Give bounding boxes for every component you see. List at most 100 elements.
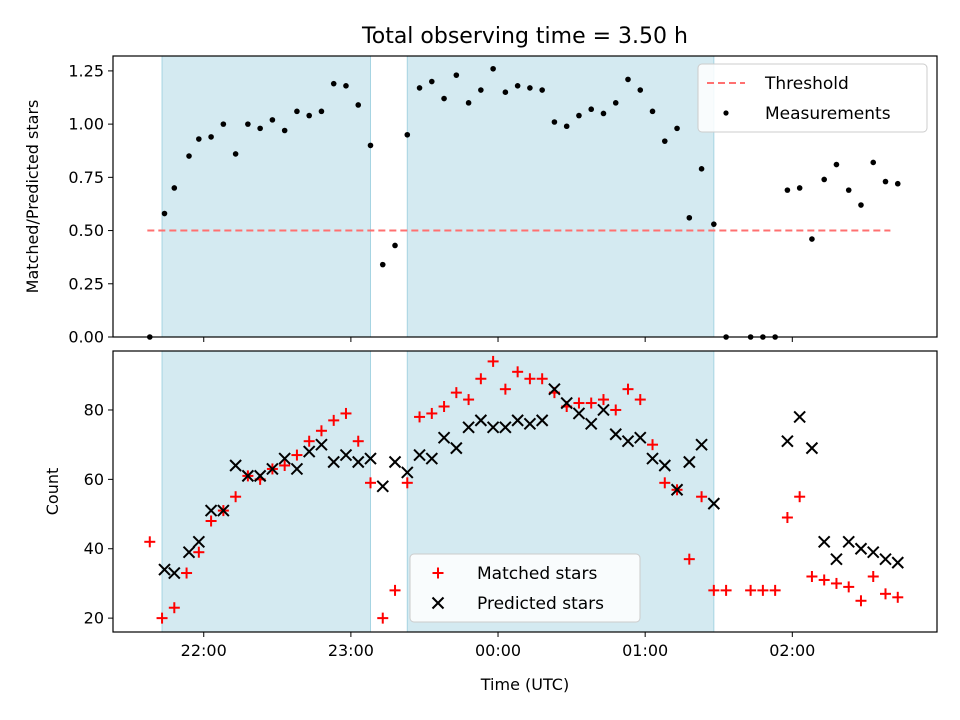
matched-point-21 xyxy=(401,477,413,489)
top-y-tick-label-5: 1.25 xyxy=(68,61,104,80)
top-y-tick-label-0: 0.00 xyxy=(68,328,104,347)
measurement-point-59 xyxy=(882,178,889,185)
predicted-point-16 xyxy=(352,455,365,469)
measurement-point-41 xyxy=(649,108,656,115)
predicted-point-35 xyxy=(585,417,598,431)
top-axes-frame xyxy=(112,55,938,338)
measurement-point-44 xyxy=(686,214,693,221)
matched-point-50 xyxy=(769,584,781,596)
measurement-point-55 xyxy=(833,161,840,168)
top-window-0 xyxy=(162,56,371,337)
matched-point-1 xyxy=(156,612,168,624)
predicted-point-3 xyxy=(192,535,206,549)
matched-point-38 xyxy=(610,404,622,416)
top-observing-windows xyxy=(161,56,715,337)
top-y-axis: 0.00 0.25 0.50 0.75 1.00 1.25 xyxy=(68,61,113,347)
predicted-legend-label: Predicted stars xyxy=(477,594,604,614)
measurement-point-35 xyxy=(576,112,582,119)
matched-point-17 xyxy=(352,435,364,447)
bottom-observing-windows xyxy=(161,351,715,632)
bottom-y-tick-label-0: 20 xyxy=(84,609,104,628)
measurement-point-31 xyxy=(527,85,533,91)
predicted-point-25 xyxy=(462,421,475,434)
top-y-axis-label: Matched/Predicted stars xyxy=(23,100,42,294)
matched-legend-label: Matched stars xyxy=(477,564,597,584)
matched-point-55 xyxy=(830,577,842,589)
matched-point-28 xyxy=(487,355,499,367)
matched-point-41 xyxy=(647,439,659,451)
matched-point-5 xyxy=(205,515,217,527)
measurement-point-36 xyxy=(588,106,595,113)
matched-point-57 xyxy=(855,595,867,607)
predicted-point-54 xyxy=(879,552,892,566)
measurement-point-24 xyxy=(441,95,447,102)
predicted-point-37 xyxy=(609,428,622,441)
measurement-point-58 xyxy=(870,159,877,166)
predicted-point-21 xyxy=(413,448,426,462)
measurement-point-15 xyxy=(330,80,337,87)
bottom-legend: Matched stars Predicted stars xyxy=(409,553,641,623)
bottom-x-tick-label-4: 02:00 xyxy=(769,641,815,660)
count-panel: 20 40 60 80 22:00 23:00 00:00 01:00 02:00 Time … xyxy=(43,350,938,694)
predicted-point-42 xyxy=(670,483,684,496)
measurement-point-56 xyxy=(845,187,852,193)
predicted-point-9 xyxy=(266,462,279,476)
measurement-point-27 xyxy=(478,87,484,93)
measurement-point-26 xyxy=(465,100,472,106)
measurement-point-54 xyxy=(821,176,827,183)
matched-point-16 xyxy=(340,407,352,419)
measurement-point-28 xyxy=(490,65,496,72)
measurement-point-1 xyxy=(161,210,168,217)
bottom-window-0 xyxy=(162,351,371,632)
predicted-point-36 xyxy=(597,403,610,417)
matched-point-26 xyxy=(463,394,475,406)
matched-point-59 xyxy=(880,588,891,600)
predicted-point-50 xyxy=(830,552,843,566)
predicted-point-12 xyxy=(302,445,316,458)
predicted-point-39 xyxy=(634,431,647,444)
matched-point-32 xyxy=(536,373,548,385)
top-legend-box xyxy=(697,63,928,133)
predicted-legend-marker xyxy=(431,596,445,610)
predicted-point-47 xyxy=(793,410,806,424)
measurement-point-60 xyxy=(894,180,901,187)
predicted-stars-series xyxy=(158,382,904,580)
predicted-point-23 xyxy=(437,431,451,444)
matched-point-31 xyxy=(524,373,536,385)
measurement-point-29 xyxy=(502,89,509,95)
predicted-point-17 xyxy=(364,452,377,465)
predicted-point-48 xyxy=(805,441,819,455)
matched-point-22 xyxy=(414,411,426,423)
matched-point-20 xyxy=(389,584,401,596)
matched-point-11 xyxy=(279,459,291,471)
measurement-point-32 xyxy=(539,87,545,93)
bottom-y-axis: 20 40 60 80 xyxy=(84,400,113,628)
matched-point-27 xyxy=(475,373,487,385)
threshold-legend-label: Threshold xyxy=(764,74,849,94)
matched-point-12 xyxy=(291,449,303,461)
predicted-point-55 xyxy=(891,556,904,569)
matched-point-3 xyxy=(181,567,193,579)
ratio-panel: 0.00 0.25 0.50 0.75 1.00 1.25 Matched/Predict… xyxy=(23,55,938,347)
measurement-point-10 xyxy=(269,117,276,123)
matched-point-53 xyxy=(806,570,818,582)
matched-point-14 xyxy=(315,425,327,437)
measurement-point-39 xyxy=(625,76,631,83)
predicted-point-2 xyxy=(182,546,196,559)
matched-point-7 xyxy=(230,491,242,503)
matched-point-0 xyxy=(144,536,156,548)
measurement-point-9 xyxy=(257,125,263,132)
matched-point-15 xyxy=(328,414,340,426)
predicted-point-4 xyxy=(204,504,218,517)
matched-point-54 xyxy=(818,574,830,586)
measurement-point-34 xyxy=(563,123,570,130)
measurement-point-18 xyxy=(367,142,374,149)
bottom-x-axis: 22:00 23:00 00:00 01:00 02:00 xyxy=(181,632,815,660)
predicted-point-8 xyxy=(253,469,267,483)
predicted-point-53 xyxy=(867,546,880,559)
matched-point-18 xyxy=(365,477,376,489)
predicted-point-20 xyxy=(401,466,414,479)
bottom-axes-frame xyxy=(112,350,938,633)
matched-point-47 xyxy=(720,584,732,596)
measurement-point-17 xyxy=(355,102,362,108)
